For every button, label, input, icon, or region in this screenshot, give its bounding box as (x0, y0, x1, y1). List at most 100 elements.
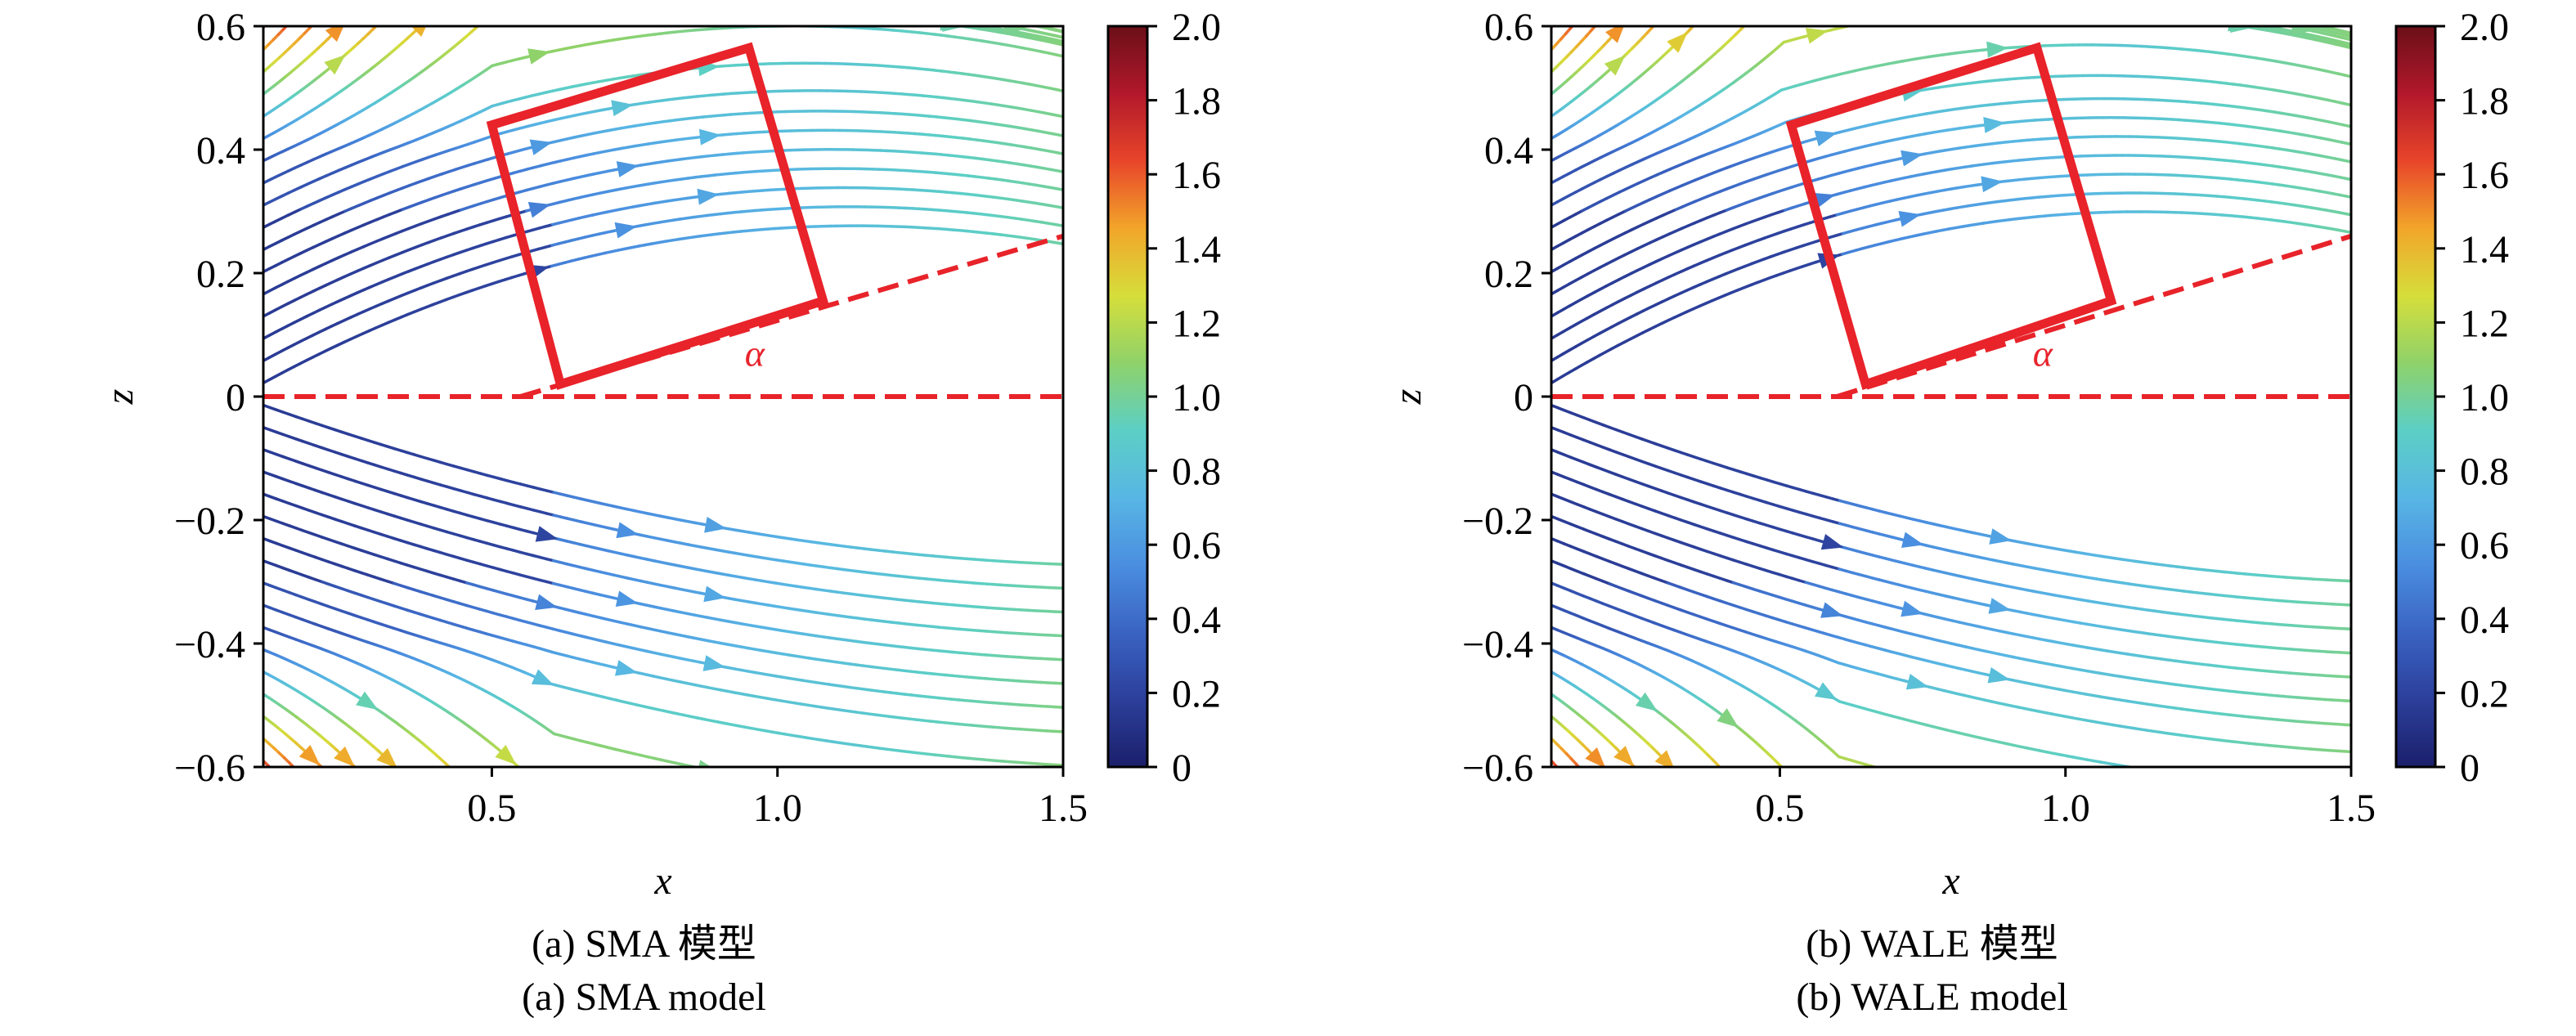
streamline-segment (1604, 797, 1608, 803)
streamline-segment (438, 795, 443, 800)
streamline-segment (847, 816, 854, 817)
streamline-segment (581, 784, 587, 786)
streamline-segment (469, 779, 473, 784)
streamline-segment (1713, 818, 1717, 823)
streamline-arrow (311, 787, 337, 814)
streamline-segment (770, 784, 777, 785)
caption-zh-sma: (a) SMA 模型 (532, 922, 756, 966)
streamline-segment (1718, 823, 1722, 829)
streamline-segment (926, 21, 932, 22)
streamline-segment (520, 784, 525, 789)
streamline-segment (1586, 775, 1591, 781)
streamline-segment (456, 835, 460, 841)
streamline-segment (742, 821, 748, 823)
streamline-segment (393, 795, 397, 801)
streamline-arrow (789, 0, 810, 1)
streamline-segment (357, 769, 361, 774)
x-tick-label: 0.5 (467, 787, 516, 830)
streamline-segment (433, 0, 438, 3)
streamline-segment (687, 835, 693, 836)
streamline-segment (955, 22, 962, 23)
streamline-segment (647, 845, 653, 846)
streamline-segment (868, 819, 874, 820)
streamline-segment (1070, 92, 1076, 94)
streamline-segment (329, 2, 334, 7)
streamline-segment (1002, 815, 1008, 816)
streamline-segment (979, 856, 985, 857)
streamline-segment (1025, 836, 1031, 837)
streamline-segment (2215, 836, 2222, 837)
streamline-segment (1062, 171, 1063, 173)
streamline-segment (979, 780, 985, 781)
streamline-segment (523, 1, 530, 2)
streamline-segment (278, 776, 283, 781)
streamline-segment (953, 808, 959, 809)
streamline-arrow (321, 0, 348, 15)
streamline-segment (843, 788, 850, 789)
streamline-segment (1727, 775, 1732, 780)
streamline-segment (964, 23, 971, 24)
streamline-segment (2291, 845, 2297, 846)
streamline-segment (1012, 800, 1018, 801)
streamline-segment (1073, 34, 1079, 35)
streamline-segment (953, 17, 959, 18)
streamline-segment (420, 828, 424, 834)
streamline-segment (974, 813, 981, 814)
streamline-segment (1952, 787, 1959, 789)
streamline-segment (388, 0, 393, 3)
streamline-segment (633, 9, 640, 10)
streamline-segment (1024, 16, 1030, 18)
streamline-segment (613, 818, 620, 819)
streamline-segment (437, 851, 441, 857)
streamline-segment (972, 804, 979, 805)
streamline-segment (1033, 784, 1039, 785)
streamline-segment (960, 18, 967, 19)
streamline-segment (971, 796, 977, 797)
streamline-segment (987, 22, 994, 23)
streamline-segment (1660, 839, 1664, 845)
streamline-segment (822, 823, 828, 824)
streamline-segment (859, 808, 866, 809)
streamline-segment (1072, 119, 1079, 120)
streamline-segment (706, 791, 712, 792)
streamline-segment (1581, 769, 1586, 775)
streamline-segment (325, 7, 330, 13)
streamline-segment (711, 782, 717, 783)
streamline-segment (594, 788, 600, 790)
streamline-segment (548, 5, 554, 7)
streamline-segment (521, 838, 525, 844)
streamline-segment (1039, 11, 1045, 12)
streamline-segment (681, 4, 688, 5)
streamline-segment (1705, 806, 1709, 812)
streamline-segment (646, 789, 653, 791)
streamline-segment (308, 839, 312, 845)
streamline-segment (658, 12, 665, 13)
streamline-segment (694, 811, 701, 813)
streamline-segment (398, 0, 403, 3)
streamline-segment (701, 813, 707, 814)
streamline-segment (882, 16, 889, 17)
streamline-segment (673, 795, 680, 796)
streamline-arrow (531, 669, 554, 686)
streamlines (263, 0, 1079, 857)
streamline-segment (1737, 786, 1742, 792)
streamline-arrow (960, 787, 983, 805)
streamline-segment (627, 796, 634, 798)
streamline-segment (348, 14, 352, 19)
streamline-segment (908, 16, 914, 17)
streamline-segment (986, 805, 993, 806)
streamline-arrow (616, 161, 640, 177)
streamline-segment (1572, 835, 1576, 841)
streamline-segment (1972, 792, 1978, 794)
streamline-segment (1732, 781, 1737, 787)
streamline-segment (1046, 12, 1052, 14)
streamline-segment (704, 13, 711, 14)
streamline-segment (996, 792, 1003, 793)
streamline-segment (280, 851, 284, 857)
streamline-arrow (1547, 827, 1573, 854)
streamline-segment (909, 825, 915, 826)
streamline-segment (816, 784, 823, 785)
streamline-segment (674, 807, 680, 809)
streamline-segment (996, 823, 1003, 824)
streamline-segment (1645, 779, 1650, 785)
